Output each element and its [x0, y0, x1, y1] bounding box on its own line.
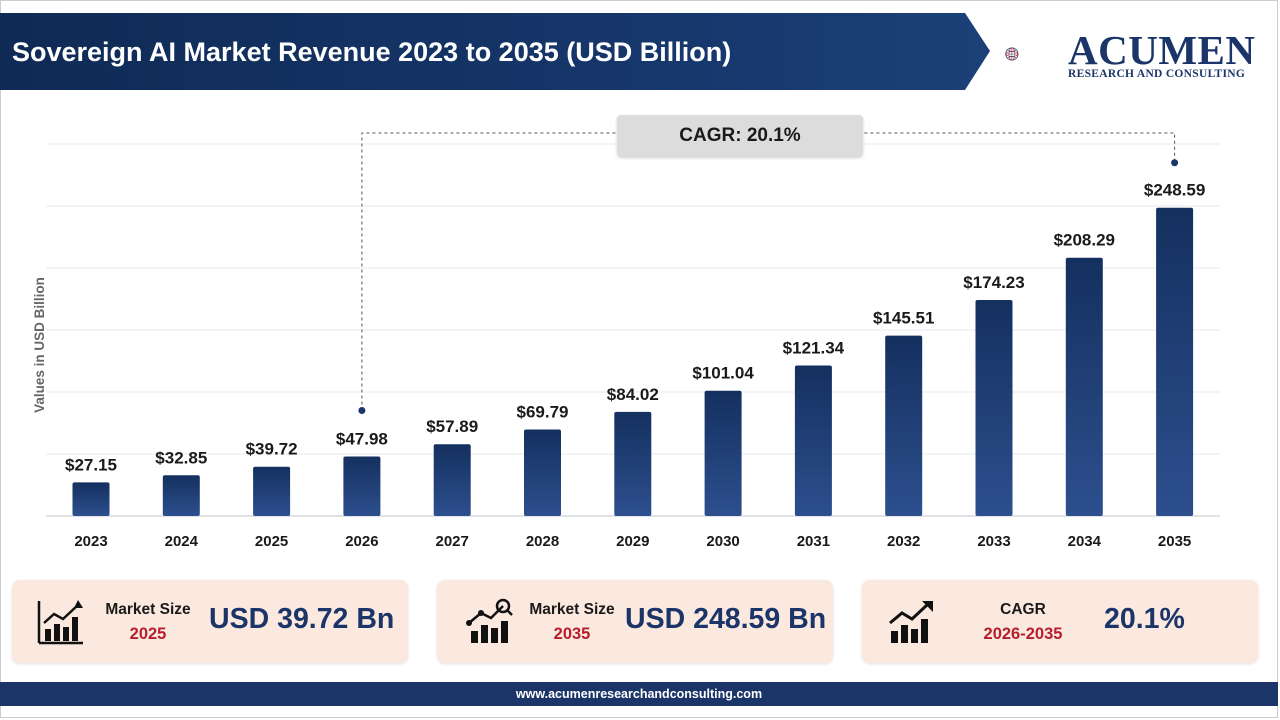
- globe-icon: [1005, 47, 1019, 61]
- trend-up-icon: [889, 601, 933, 643]
- bar-value-label: $101.04: [692, 364, 754, 383]
- bar-value-label: $208.29: [1054, 231, 1115, 250]
- bar-value-label: $145.51: [873, 309, 934, 328]
- bar-2026: [343, 456, 381, 516]
- bar-value-label: $69.79: [517, 402, 569, 421]
- cagr-connector: [361, 132, 1176, 411]
- x-tick-label: 2030: [706, 533, 739, 550]
- bar-2030: [704, 390, 742, 516]
- market-size-2035-card: Market Size 2035 USD 248.59 Bn: [437, 580, 833, 663]
- x-tick-label: 2033: [977, 533, 1010, 550]
- bar-2029: [614, 411, 652, 516]
- x-tick-label: 2023: [74, 533, 107, 550]
- card-label: Market Size: [105, 601, 191, 618]
- bar-value-label: $174.23: [963, 273, 1024, 292]
- bar-value-label: $248.59: [1144, 181, 1205, 200]
- card-value: 20.1%: [1104, 603, 1185, 635]
- footer-url: www.acumenresearchandconsulting.com: [0, 682, 1278, 706]
- x-tick-label: 2031: [797, 533, 830, 550]
- cagr-annotation: CAGR: 20.1%: [617, 115, 863, 156]
- card-value: USD 248.59 Bn: [625, 603, 827, 635]
- bar-value-label: $121.34: [783, 339, 845, 358]
- bar-value-label: $32.85: [155, 448, 207, 467]
- x-tick-label: 2032: [887, 533, 920, 550]
- bar-2035: [1156, 207, 1194, 516]
- x-tick-label: 2026: [345, 533, 378, 550]
- card-label: CAGR: [1000, 601, 1046, 618]
- bar-2023: [72, 482, 110, 516]
- card-value: USD 39.72 Bn: [209, 603, 395, 635]
- x-tick-label: 2024: [165, 533, 199, 550]
- bar-2024: [162, 475, 200, 516]
- cagr-end-dot: [1171, 159, 1179, 167]
- bar-value-label: $27.15: [65, 455, 117, 474]
- bar-2027: [433, 444, 471, 516]
- x-tick-label: 2025: [255, 533, 288, 550]
- logo-wordmark: ACUMEN: [1068, 27, 1256, 73]
- card-year: 2026-2035: [983, 625, 1063, 643]
- bar-2025: [253, 466, 291, 516]
- logo-subtitle: RESEARCH AND CONSULTING: [1068, 68, 1246, 80]
- bar-chart-icon: [37, 600, 83, 645]
- card-label: Market Size: [529, 601, 615, 618]
- page-title: Sovereign AI Market Revenue 2023 to 2035…: [12, 37, 732, 67]
- card-year: 2025: [129, 625, 167, 643]
- bar-value-label: $84.02: [607, 385, 659, 404]
- x-tick-label: 2027: [436, 533, 469, 550]
- x-tick-label: 2028: [526, 533, 559, 550]
- cagr-card: CAGR 2026-2035 20.1%: [862, 580, 1258, 663]
- bar-2028: [524, 429, 561, 516]
- bar-2034: [1065, 257, 1103, 516]
- card-year: 2035: [553, 625, 591, 643]
- bar-value-label: $39.72: [246, 440, 298, 459]
- x-tick-label: 2029: [616, 533, 649, 550]
- market-size-2025-card: Market Size 2025 USD 39.72 Bn: [12, 580, 408, 663]
- bar-chart: $27.15 2023 $32.85 2024 $39.72 2025 $47.98 2026…: [32, 132, 1220, 550]
- x-tick-label: 2035: [1158, 533, 1191, 550]
- cagr-start-dot: [358, 407, 366, 415]
- growth-chart-icon: [466, 598, 513, 643]
- bar-2033: [975, 299, 1013, 516]
- bar-value-label: $57.89: [426, 417, 478, 436]
- title-banner: [0, 13, 990, 90]
- y-axis-label: Values in USD Billion: [32, 277, 47, 413]
- bar-2032: [885, 335, 923, 516]
- bar-value-label: $47.98: [336, 430, 388, 449]
- x-tick-label: 2034: [1068, 533, 1102, 550]
- bar-2031: [794, 365, 832, 516]
